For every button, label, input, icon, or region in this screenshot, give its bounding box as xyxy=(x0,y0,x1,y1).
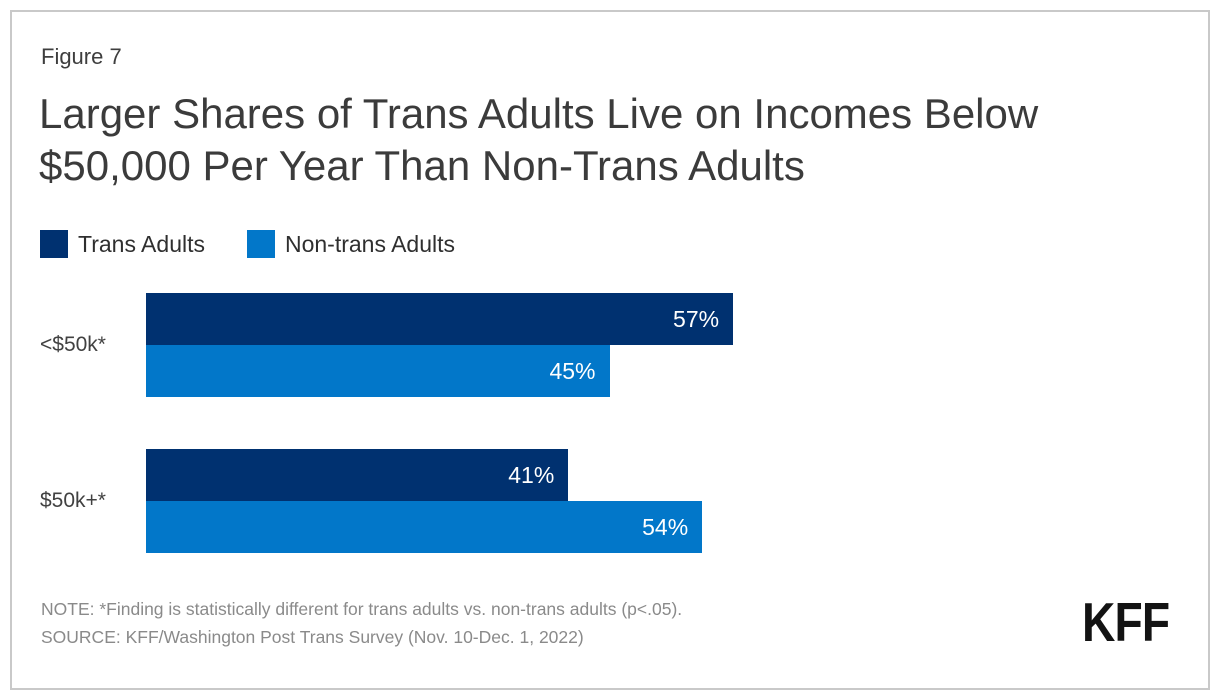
legend-label: Non-trans Adults xyxy=(284,230,456,257)
bar-non-trans-adults: 45% xyxy=(146,345,610,397)
bar-row: 54% xyxy=(146,501,1176,553)
bar-value-label: 57% xyxy=(673,305,720,332)
chart-notes: NOTE: *Finding is statistically differen… xyxy=(41,595,682,651)
source-line: SOURCE: KFF/Washington Post Trans Survey… xyxy=(41,627,584,647)
legend-label: Trans Adults xyxy=(78,230,205,257)
legend-item: Trans Adults xyxy=(40,230,205,258)
bar-trans-adults: 41% xyxy=(146,449,569,501)
figure-number-label: Figure 7 xyxy=(41,44,122,69)
bar-row: 41% xyxy=(146,449,1176,501)
bar-value-label: 54% xyxy=(642,513,689,540)
bar-row: 57% xyxy=(146,293,1176,345)
kff-logo: KFF xyxy=(1082,591,1170,653)
category-label: <$50k* xyxy=(40,333,106,356)
legend-swatch xyxy=(246,230,275,258)
bar-non-trans-adults: 54% xyxy=(146,501,703,553)
category-label: $50k+* xyxy=(40,489,106,512)
note-line: NOTE: *Finding is statistically differen… xyxy=(41,599,683,619)
bar-trans-adults: 57% xyxy=(146,293,734,345)
legend-item: Non-trans Adults xyxy=(246,230,456,258)
chart-title: Larger Shares of Trans Adults Live on In… xyxy=(39,90,1039,189)
chart-legend: Trans Adults Non-trans Adults xyxy=(40,230,455,258)
bar-value-label: 41% xyxy=(508,461,555,488)
bar-row: 45% xyxy=(146,345,1176,397)
legend-swatch xyxy=(40,230,68,258)
bar-value-label: 45% xyxy=(549,357,596,384)
